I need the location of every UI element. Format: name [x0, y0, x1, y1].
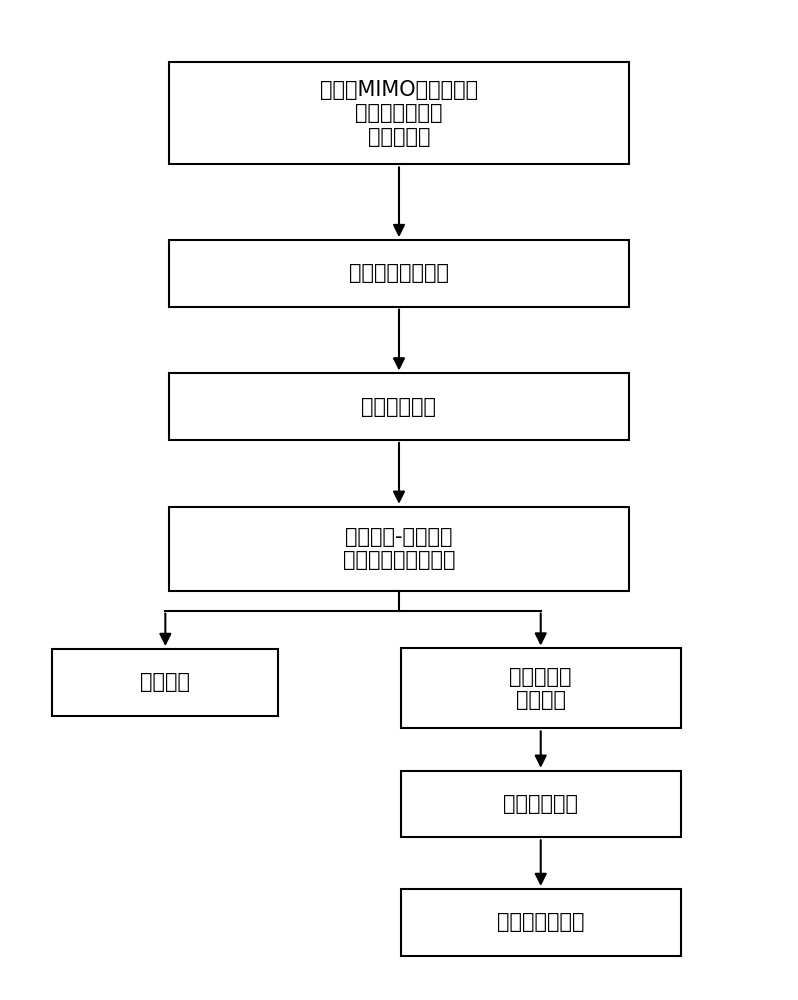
- Bar: [401, 771, 681, 837]
- Bar: [169, 507, 629, 591]
- Bar: [169, 62, 629, 164]
- Bar: [401, 648, 681, 728]
- Text: 雷达探测: 雷达探测: [140, 672, 191, 692]
- Bar: [53, 649, 279, 716]
- Text: 划分通信码元: 划分通信码元: [361, 397, 437, 417]
- Text: 解调二进制信息: 解调二进制信息: [497, 912, 584, 932]
- Text: 通信接收端
匹配滤波: 通信接收端 匹配滤波: [509, 667, 572, 710]
- Text: 旋转发射波形相位: 旋转发射波形相位: [349, 263, 449, 283]
- Text: 初始化MIMO雷达系统，
构造参考字典，
设计星座图: 初始化MIMO雷达系统， 构造参考字典， 设计星座图: [320, 80, 478, 147]
- Bar: [169, 373, 629, 440]
- Bar: [169, 240, 629, 307]
- Text: 去除信道影响: 去除信道影响: [504, 794, 579, 814]
- Text: 重构阵元-波形配对
排列，发射雷达脉冲: 重构阵元-波形配对 排列，发射雷达脉冲: [343, 527, 455, 570]
- Bar: [401, 889, 681, 956]
